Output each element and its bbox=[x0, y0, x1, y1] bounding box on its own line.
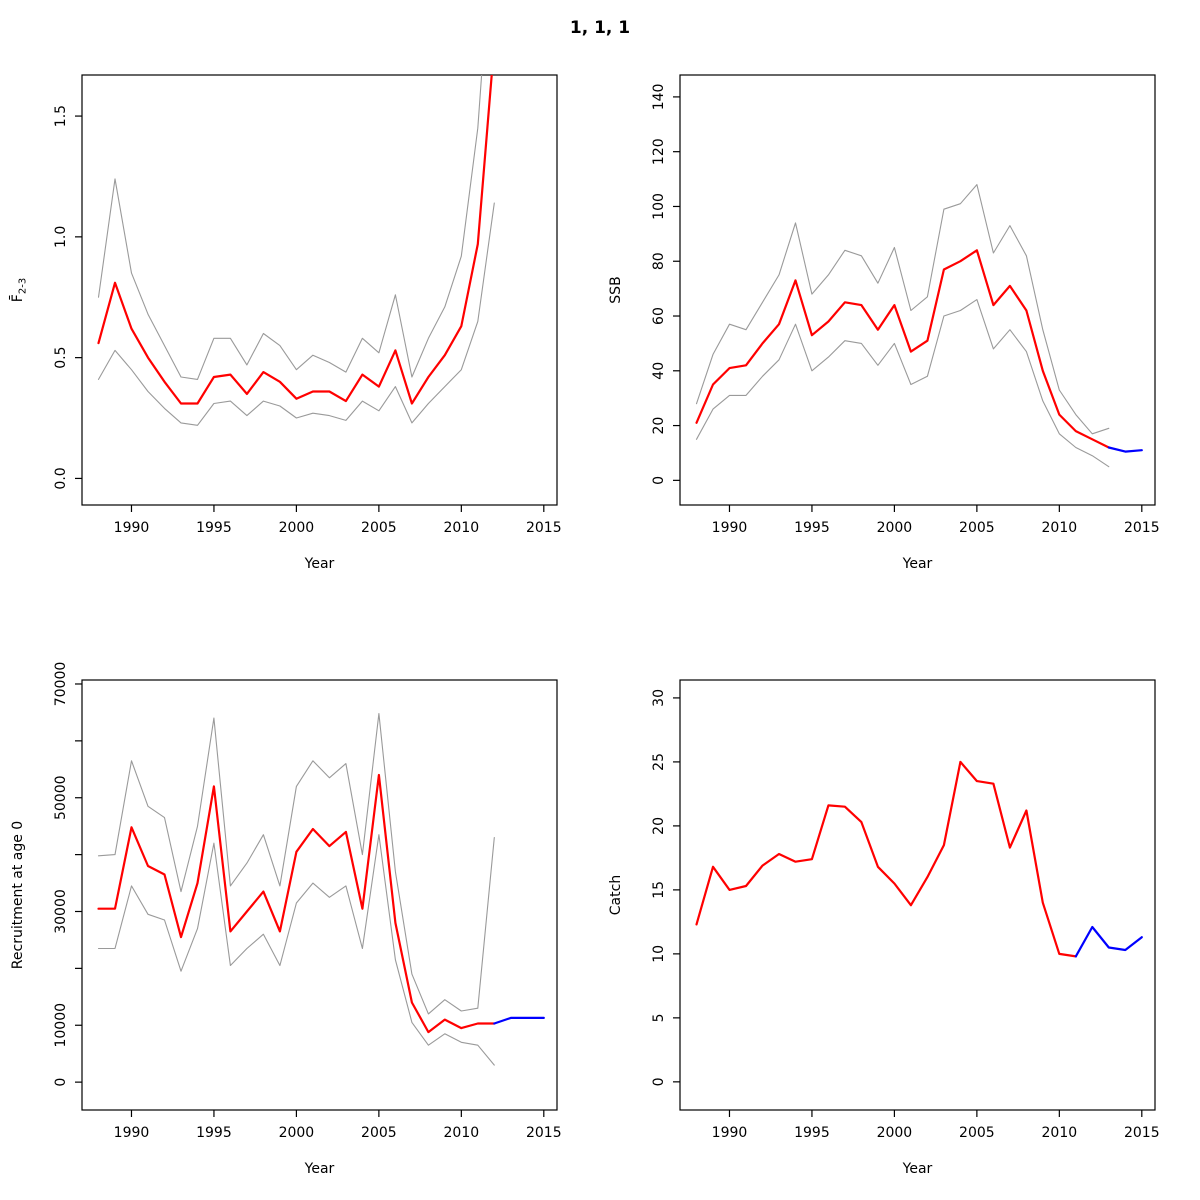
y-axis-tick-label: 0 bbox=[53, 1078, 69, 1087]
fbar-estimate-line bbox=[97, 75, 493, 405]
ssb-lower-ci-line bbox=[695, 299, 1110, 468]
recruitment-y-axis-title: Recruitment at age 0 bbox=[10, 821, 26, 969]
ssb-x-axis-title: Year bbox=[902, 556, 933, 572]
fbar-upper-ci-line bbox=[97, 75, 483, 380]
recruitment-x-axis-title: Year bbox=[304, 1161, 335, 1177]
y-axis-tick-label: 20 bbox=[651, 417, 667, 435]
ssb-upper-ci-line bbox=[695, 184, 1110, 435]
x-axis-tick-label: 1995 bbox=[196, 1125, 232, 1141]
recruitment-upper-ci-line bbox=[97, 713, 495, 1015]
x-axis-tick-label: 2005 bbox=[361, 520, 397, 536]
x-axis-tick-label: 1995 bbox=[794, 1125, 830, 1141]
fbar-x-axis-title: Year bbox=[304, 556, 335, 572]
ssb-y-axis-title: SSB bbox=[608, 276, 624, 303]
catch-y-axis-title: Catch bbox=[608, 875, 624, 915]
y-axis-tick-label: 0.0 bbox=[53, 467, 69, 489]
recruitment-panel: 1990 1995 2000 2005 2010 2015 0 10000 30000 50000… bbox=[10, 662, 562, 1177]
x-axis-tick-label: 1990 bbox=[712, 520, 748, 536]
y-axis-tick-label: 20 bbox=[651, 817, 667, 835]
y-axis-tick-label: 50000 bbox=[53, 775, 69, 820]
catch-forecast-line bbox=[1074, 925, 1143, 958]
figure-title: 1, 1, 1 bbox=[569, 18, 631, 38]
x-axis-tick-label: 2015 bbox=[526, 520, 562, 536]
y-axis-tick-label: 10 bbox=[651, 945, 667, 963]
y-axis-tick-label: 0 bbox=[651, 476, 667, 485]
fbar-lower-ci-line bbox=[97, 202, 495, 426]
y-axis-tick-label: 0.5 bbox=[53, 347, 69, 369]
x-axis-tick-label: 2005 bbox=[361, 1125, 397, 1141]
fbar-y-axis-title: F̄2-3 bbox=[8, 278, 28, 302]
recruitment-estimate-line bbox=[97, 773, 496, 1034]
ssb-plot-box bbox=[679, 74, 1156, 506]
x-axis-tick-label: 1990 bbox=[114, 520, 150, 536]
y-axis-tick-label: 30 bbox=[651, 689, 667, 707]
x-axis-tick-label: 2000 bbox=[877, 1125, 913, 1141]
x-axis-tick-label: 1990 bbox=[114, 1125, 150, 1141]
x-axis-tick-label: 2015 bbox=[1124, 1125, 1160, 1141]
fbar-panel: 1990 1995 2000 2005 2010 2015 0.0 0.5 1.0 1.5 Year… bbox=[8, 74, 562, 572]
y-axis-tick-label: 15 bbox=[651, 881, 667, 899]
x-axis-tick-label: 1990 bbox=[712, 1125, 748, 1141]
y-axis-tick-label: 5 bbox=[651, 1013, 667, 1022]
x-axis-tick-label: 2000 bbox=[279, 1125, 315, 1141]
ssb-forecast-line bbox=[1107, 446, 1143, 453]
catch-plot-box bbox=[679, 679, 1156, 1111]
y-axis-tick-label: 30000 bbox=[53, 889, 69, 934]
catch-estimate-line bbox=[695, 760, 1077, 958]
ssb-panel: 1990 1995 2000 2005 2010 2015 0 20 40 60 80 100 120 1… bbox=[608, 74, 1160, 572]
x-axis-tick-label: 2000 bbox=[279, 520, 315, 536]
x-axis-tick-label: 2015 bbox=[526, 1125, 562, 1141]
ssb-estimate-line bbox=[695, 249, 1110, 449]
x-axis-tick-label: 2010 bbox=[444, 1125, 480, 1141]
y-axis-tick-label: 1.0 bbox=[53, 226, 69, 248]
catch-x-axis-title: Year bbox=[902, 1161, 933, 1177]
y-axis-tick-label: 25 bbox=[651, 753, 667, 771]
y-axis-tick-label: 0 bbox=[651, 1077, 667, 1086]
x-axis-tick-label: 2010 bbox=[444, 520, 480, 536]
x-axis-tick-label: 2015 bbox=[1124, 520, 1160, 536]
y-axis-tick-label: 1.5 bbox=[53, 105, 69, 127]
recruitment-plot-box bbox=[81, 679, 558, 1111]
y-axis-tick-label: 100 bbox=[651, 193, 667, 220]
x-axis-tick-label: 2000 bbox=[877, 520, 913, 536]
recruitment-lower-ci-line bbox=[97, 834, 495, 1066]
x-axis-tick-label: 1995 bbox=[196, 520, 232, 536]
y-axis-tick-label: 80 bbox=[651, 252, 667, 270]
x-axis-tick-label: 2005 bbox=[959, 520, 995, 536]
y-axis-tick-label: 60 bbox=[651, 307, 667, 325]
recruitment-forecast-line bbox=[493, 1016, 545, 1025]
y-axis-tick-label: 70000 bbox=[53, 662, 69, 707]
y-axis-tick-label: 120 bbox=[651, 138, 667, 165]
x-axis-tick-label: 1995 bbox=[794, 520, 830, 536]
y-axis-tick-label: 140 bbox=[651, 84, 667, 111]
fbar-plot-box bbox=[81, 74, 558, 506]
x-axis-tick-label: 2010 bbox=[1042, 1125, 1078, 1141]
y-axis-tick-label: 10000 bbox=[53, 1003, 69, 1048]
catch-panel: 1990 1995 2000 2005 2010 2015 0 5 10 15 20 25 30 Year… bbox=[608, 679, 1160, 1177]
x-axis-tick-label: 2005 bbox=[959, 1125, 995, 1141]
x-axis-tick-label: 2010 bbox=[1042, 520, 1078, 536]
y-axis-tick-label: 40 bbox=[651, 362, 667, 380]
